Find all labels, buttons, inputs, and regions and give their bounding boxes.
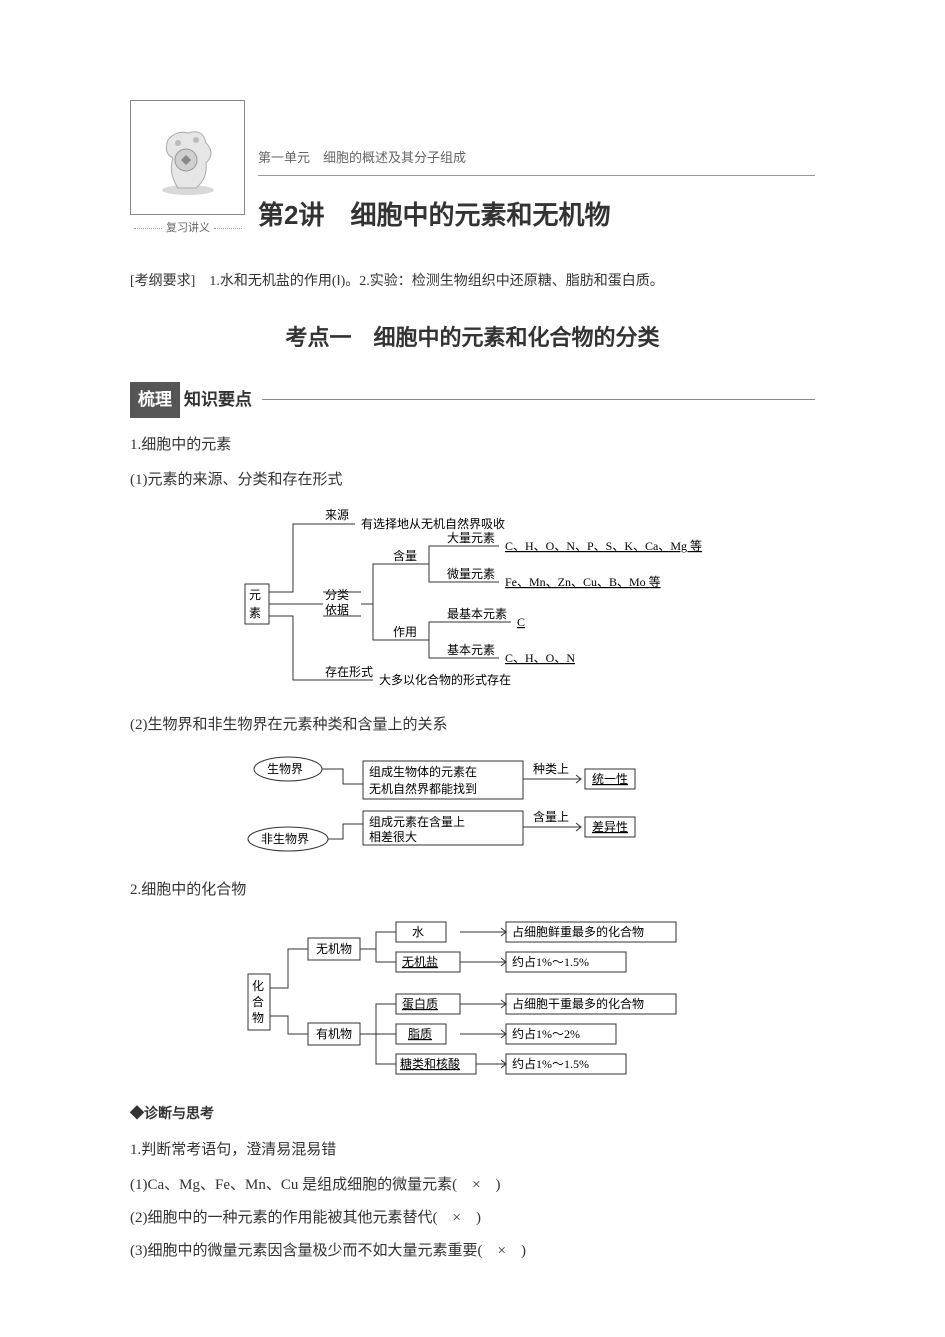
lecture-header: 复习讲义 第一单元 细胞的概述及其分子组成 第2讲 细胞中的元素和无机物 [130, 100, 815, 239]
d2-arrow1-label: 种类上 [533, 762, 569, 776]
d1-trace-label: 微量元素 [447, 567, 495, 581]
d2-box2-l1: 组成元素在含量上 [369, 814, 465, 829]
d1-classify-l1: 分类 [325, 588, 349, 602]
d2-bio: 生物界 [267, 762, 303, 776]
d1-major-value: C、H、O、N、P、S、K、Ca、Mg 等 [505, 539, 702, 553]
figure-column: 复习讲义 [130, 100, 246, 239]
d1-role-label: 作用 [393, 625, 417, 639]
d1-mostbasic-value: C [517, 615, 525, 629]
diagram3-svg: 化 合 物 无机物 有机物 水 无机盐 蛋白质 脂质 糖类和核酸 占细胞鲜重最多… [238, 914, 708, 1084]
requirement-label: [考纲要求] [130, 274, 195, 289]
lecture-name: 细胞中的元素和无机物 [350, 200, 610, 230]
d3-protein: 蛋白质 [402, 996, 438, 1011]
d1-mostbasic-label: 最基本元素 [447, 607, 507, 621]
d2-box2-l2: 相差很大 [369, 830, 417, 844]
heading-2: 2.细胞中的化合物 [130, 877, 815, 904]
d1-amount-label: 含量 [393, 548, 417, 563]
d3-water-desc: 占细胞鲜重最多的化合物 [512, 924, 644, 939]
header-right: 第一单元 细胞的概述及其分子组成 第2讲 细胞中的元素和无机物 [258, 146, 815, 239]
question-2: (2)细胞中的一种元素的作用能被其他元素替代( × ) [130, 1205, 815, 1232]
d3-root-3: 物 [252, 1011, 264, 1025]
topic-title: 考点一 细胞中的元素和化合物的分类 [130, 318, 815, 358]
section-bar-box: 梳理 [130, 382, 180, 419]
requirement-text: 1.水和无机盐的作用(Ⅰ)。2.实验：检测生物组织中还原糖、脂肪和蛋白质。 [195, 274, 663, 289]
heading-1-2: (2)生物界和非生物界在元素种类和含量上的关系 [130, 712, 815, 739]
section-bar-rest: 知识要点 [184, 385, 252, 416]
diagram-compounds: 化 合 物 无机物 有机物 水 无机盐 蛋白质 脂质 糖类和核酸 占细胞鲜重最多… [130, 914, 815, 1084]
d1-root-2: 素 [249, 606, 261, 620]
unit-line: 第一单元 细胞的概述及其分子组成 [258, 146, 815, 176]
d2-result1: 统一性 [592, 772, 628, 786]
d3-lipid-desc: 约占1%～2% [512, 1026, 580, 1041]
question-1: (1)Ca、Mg、Fe、Mn、Cu 是组成细胞的微量元素( × ) [130, 1172, 815, 1199]
judge-head: 1.判断常考语句，澄清易混易错 [130, 1137, 815, 1164]
d1-source-text: 有选择地从无机自然界吸收 [361, 516, 505, 531]
heading-1: 1.细胞中的元素 [130, 432, 815, 459]
d1-basic-label: 基本元素 [447, 643, 495, 657]
d1-trace-value: Fe、Mn、Zn、Cu、B、Mo 等 [505, 575, 661, 589]
d2-box1-l2: 无机自然界都能找到 [369, 781, 477, 796]
d1-form-label: 存在形式 [325, 665, 373, 679]
diagram2-svg: 生物界 非生物界 组成生物体的元素在 无机自然界都能找到 组成元素在含量上 相差… [243, 749, 703, 859]
d3-sugar: 糖类和核酸 [400, 1056, 460, 1071]
lecture-number: 第2讲 [258, 200, 324, 230]
exam-requirement: [考纲要求] 1.水和无机盐的作用(Ⅰ)。2.实验：检测生物组织中还原糖、脂肪和… [130, 269, 815, 294]
d3-salt: 无机盐 [402, 955, 438, 969]
d1-root-1: 元 [249, 588, 261, 602]
d3-protein-desc: 占细胞干重最多的化合物 [512, 996, 644, 1011]
diagram1-svg: 元 素 来源 有选择地从无机自然界吸收 分类 依据 含量 作用 大量元素 C、H… [233, 504, 713, 694]
diagram-bio-nonbio: 生物界 非生物界 组成生物体的元素在 无机自然界都能找到 组成元素在含量上 相差… [130, 749, 815, 859]
d2-result2: 差异性 [592, 820, 628, 834]
heading-1-1: (1)元素的来源、分类和存在形式 [130, 467, 815, 494]
d1-basic-value: C、H、O、N [505, 651, 575, 665]
section-bar-line [262, 399, 815, 400]
review-figure [130, 100, 245, 215]
question-3: (3)细胞中的微量元素因含量极少而不如大量元素重要( × ) [130, 1238, 815, 1265]
d2-box1-l1: 组成生物体的元素在 [369, 764, 477, 779]
lecture-title: 第2讲 细胞中的元素和无机物 [258, 192, 815, 239]
d3-lipid: 脂质 [408, 1026, 432, 1041]
d3-salt-desc: 约占1%～1.5% [512, 954, 589, 969]
d3-org: 有机物 [316, 1027, 352, 1041]
diagram-elements: 元 素 来源 有选择地从无机自然界吸收 分类 依据 含量 作用 大量元素 C、H… [130, 504, 815, 694]
d3-inorg: 无机物 [316, 942, 352, 956]
d2-nonbio: 非生物界 [261, 832, 309, 846]
d3-root-1: 化 [252, 979, 264, 993]
figure-illustration [148, 118, 228, 198]
d1-form-text: 大多以化合物的形式存在 [379, 672, 511, 687]
d1-source-label: 来源 [325, 508, 349, 522]
figure-caption: 复习讲义 [130, 219, 246, 239]
d3-sugar-desc: 约占1%～1.5% [512, 1056, 589, 1071]
section-bar: 梳理 知识要点 [130, 382, 815, 419]
d1-major-label: 大量元素 [447, 531, 495, 545]
d2-arrow2-label: 含量上 [533, 809, 569, 824]
d1-classify-l2: 依据 [325, 602, 349, 617]
diagnosis-head: ◆诊断与思考 [130, 1102, 815, 1127]
d3-water: 水 [412, 925, 424, 939]
d3-root-2: 合 [252, 994, 264, 1009]
